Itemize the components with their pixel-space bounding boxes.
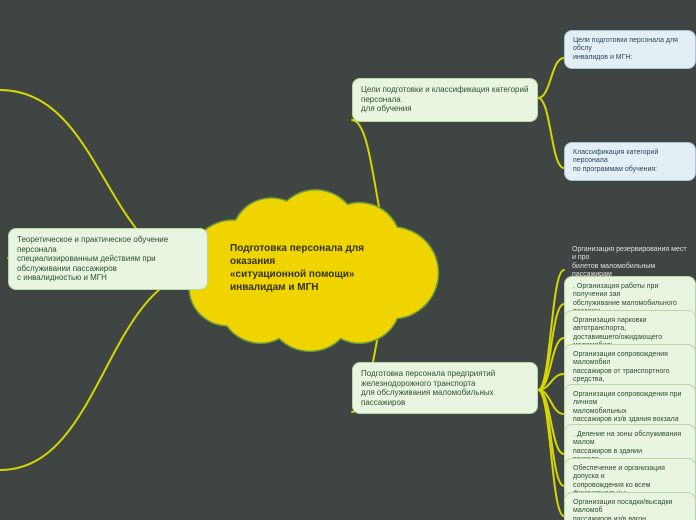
- node-r8[interactable]: Организация посадки/высадки маломоб пасс…: [564, 492, 696, 520]
- node-topR1[interactable]: Цели подготовки персонала для обслу инва…: [564, 30, 696, 69]
- node-left1[interactable]: Теоретическое и практическое обучение пе…: [8, 228, 208, 290]
- mindmap-stage: Теоретическое и практическое обучение пе…: [0, 0, 696, 520]
- node-topR2[interactable]: Классификация категорий персонала по про…: [564, 142, 696, 181]
- node-top1[interactable]: Цели подготовки и классификация категори…: [352, 78, 538, 122]
- node-mid1[interactable]: Подготовка персонала предприятий железно…: [352, 362, 538, 414]
- central-topic[interactable]: Подготовка персонала для оказания «ситуа…: [230, 242, 410, 294]
